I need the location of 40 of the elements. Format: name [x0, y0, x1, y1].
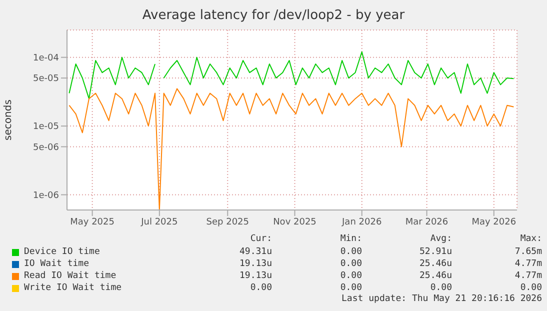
text: Last update: Thu May 21 20:16:16 2026 [340, 294, 542, 304]
x-tick-label: Mar 2026 [405, 217, 448, 228]
text: 0.00 [339, 283, 362, 293]
legend-label: Read IO Wait time [24, 271, 118, 281]
x-tick-label: Jul 2025 [140, 217, 178, 228]
x-tick-label: Nov 2025 [273, 217, 316, 228]
x-tick-label: Sep 2025 [206, 217, 250, 228]
chart-title: Average latency for /dev/loop2 - by year [141, 8, 406, 23]
text: Min: [339, 234, 362, 246]
y-tick-label: 1e-04 [33, 54, 60, 64]
text: 0.00 [339, 259, 362, 269]
text: 19.13u [238, 259, 272, 269]
x-tick-label: May 2025 [70, 217, 114, 228]
text: 52.91u [418, 247, 452, 257]
y-tick-label: 5e-05 [33, 74, 59, 84]
legend-label: Write IO Wait time [24, 283, 123, 293]
text: 19.13u [238, 271, 272, 281]
text: 7.65m [514, 247, 542, 257]
x-tick-label: May 2026 [472, 217, 516, 228]
text: 0.00 [339, 247, 362, 257]
y-tick-label: 1e-06 [33, 190, 60, 201]
legend-label: IO Wait time [24, 259, 90, 269]
text: 4.77m [514, 259, 542, 269]
text: 0.00 [519, 283, 542, 293]
text: 0.00 [249, 283, 272, 293]
text: Cur: [249, 234, 272, 246]
x-tick-label: Jan 2026 [341, 217, 382, 228]
text: Avg: [429, 234, 452, 246]
y-axis-title: seconds [3, 98, 14, 142]
y-tick-label: 5e-06 [33, 142, 60, 153]
text: 49.31u [238, 247, 272, 257]
text: 0.00 [339, 271, 362, 281]
text: 25.46u [418, 271, 452, 281]
line-series [68, 88, 514, 210]
text: Max: [519, 234, 542, 246]
y-tick-label: 1e-05 [33, 122, 59, 132]
text: 25.46u [418, 259, 452, 269]
legend-label: Device IO time [24, 247, 101, 257]
text: 0.00 [429, 283, 452, 293]
text: 4.77m [514, 271, 542, 281]
